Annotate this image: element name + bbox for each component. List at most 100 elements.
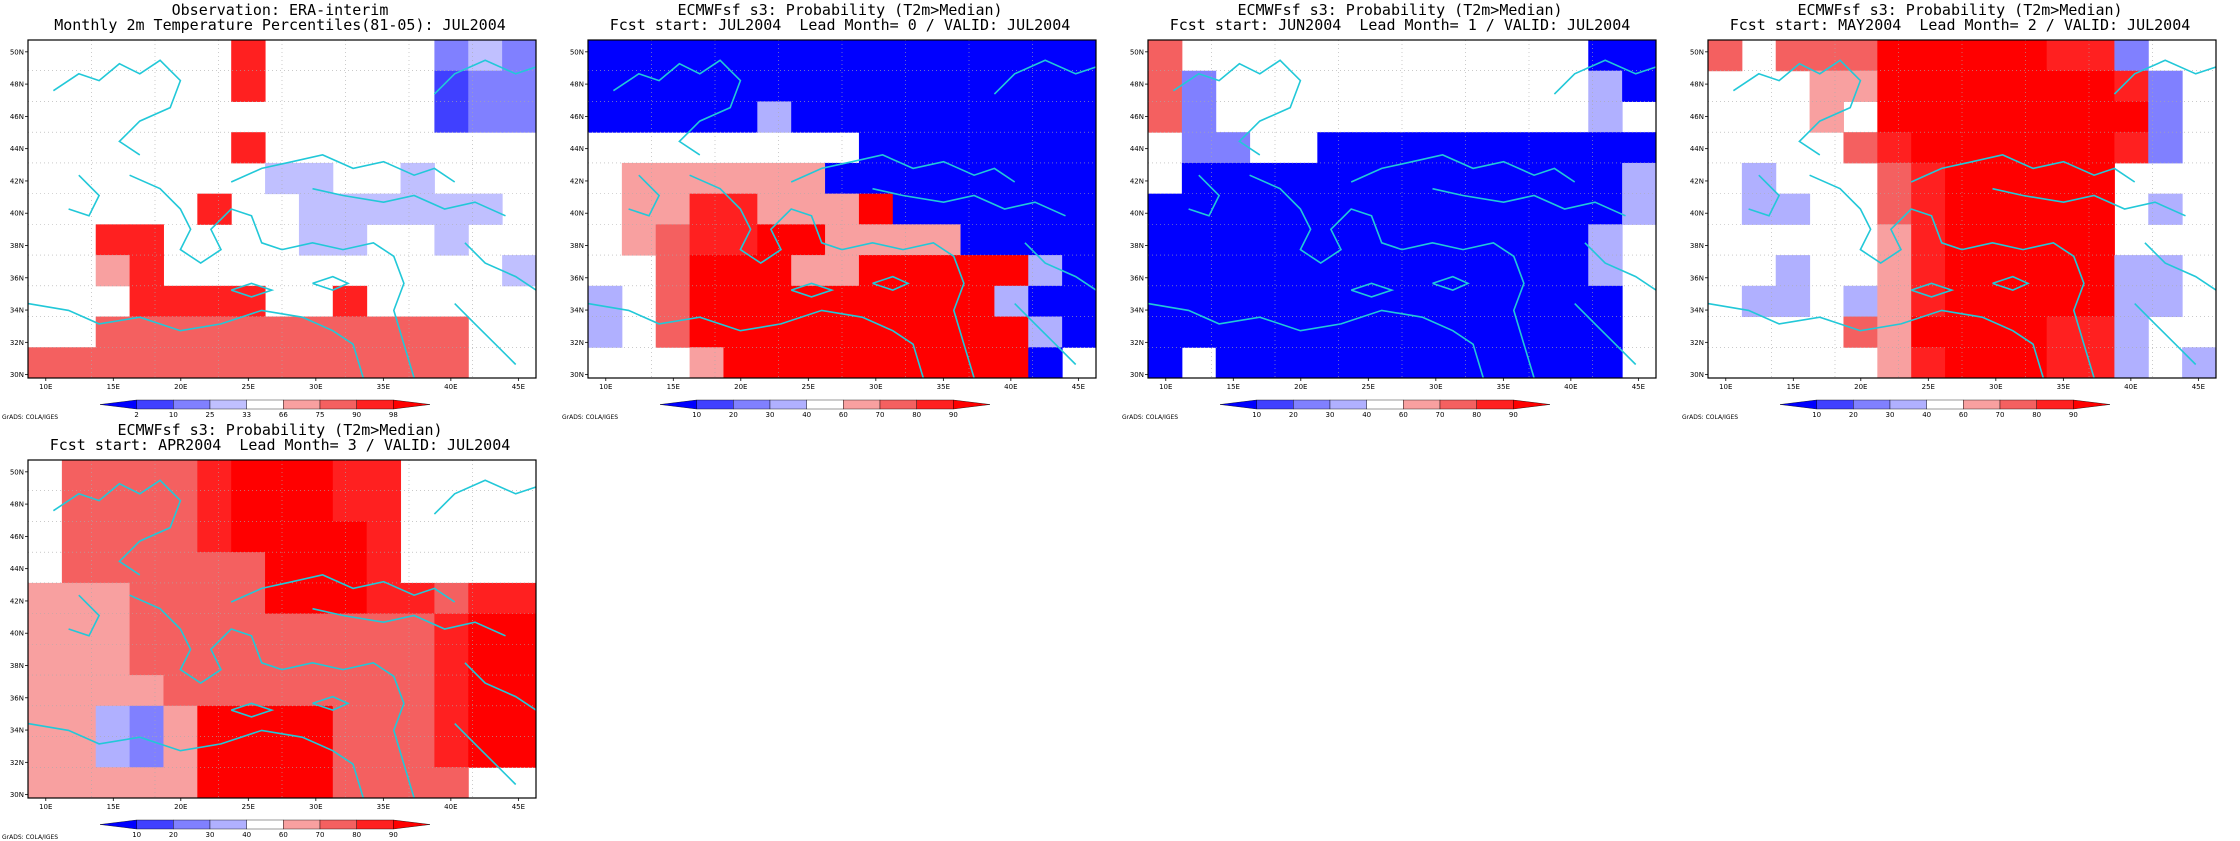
grid-cell xyxy=(926,193,962,225)
grid-cell xyxy=(994,132,1029,164)
colorbar-label: 40 xyxy=(1922,411,1931,419)
grid-cell xyxy=(723,162,758,195)
grid-cell xyxy=(2012,316,2048,348)
colorbar-label: 10 xyxy=(692,411,701,419)
y-tick-label: 30N xyxy=(10,791,24,799)
credit-label: GrADS: COLA/IGES xyxy=(2,834,59,841)
grid-cell xyxy=(197,347,232,379)
grid-cell xyxy=(2114,132,2149,164)
colorbar-label: 66 xyxy=(279,411,288,419)
grid-cell xyxy=(366,521,402,553)
grid-cell xyxy=(1028,162,1063,195)
grid-cell xyxy=(1317,285,1352,318)
grid-cell xyxy=(1877,193,1912,225)
grid-cell xyxy=(2046,162,2082,195)
grid-cell xyxy=(621,40,657,72)
y-tick-label: 30N xyxy=(1130,371,1144,379)
grid-cell xyxy=(994,193,1029,225)
grid-cell xyxy=(1877,347,1912,379)
grid-cell xyxy=(468,644,503,676)
grid-cell xyxy=(791,255,826,287)
colorbar-segment xyxy=(1219,399,1257,410)
grid-cell xyxy=(163,552,198,584)
grid-cell xyxy=(468,193,503,225)
grid-cell xyxy=(28,767,63,799)
grid-cell xyxy=(2012,40,2048,72)
grid-cell xyxy=(1062,162,1097,195)
grid-cell xyxy=(1317,132,1352,164)
grid-cell xyxy=(2114,101,2149,133)
x-tick-label: 25E xyxy=(242,803,255,811)
grid-cell xyxy=(858,347,894,379)
grid-cell xyxy=(960,132,995,164)
grid-cell xyxy=(1148,316,1183,348)
coastline xyxy=(312,187,506,217)
grid-cell xyxy=(332,224,368,256)
coastline xyxy=(281,661,415,799)
grid-cell xyxy=(1486,132,1522,164)
grid-cell xyxy=(825,347,860,379)
colorbar-segment xyxy=(1439,399,1477,410)
grid-cell xyxy=(1554,132,1589,164)
grid-cell xyxy=(858,40,894,72)
grid-cell xyxy=(689,285,724,318)
grid-cell xyxy=(298,675,334,707)
coastline xyxy=(1024,242,1097,291)
grid-cell xyxy=(1418,285,1454,318)
grid-cell xyxy=(231,347,266,379)
grid-cell xyxy=(892,224,928,256)
colorbar-label: 20 xyxy=(1849,411,1858,419)
colorbar-segment xyxy=(1293,399,1331,410)
plot-frame xyxy=(587,39,1097,379)
grid-cell xyxy=(400,193,435,225)
panel-title: ECMWFsf s3: Probability (T2m>Median) xyxy=(117,421,443,439)
grid-cell xyxy=(231,490,266,522)
grid-cell xyxy=(1843,70,1878,102)
colorbar-label: 40 xyxy=(802,411,811,419)
y-tick-label: 42N xyxy=(1130,177,1144,185)
coastline xyxy=(1707,302,2045,379)
grid-cell xyxy=(723,285,758,318)
grid-cell xyxy=(1911,132,1946,164)
grid-cell xyxy=(1215,162,1251,195)
grid-cell xyxy=(95,644,131,676)
grid-cell xyxy=(298,736,334,768)
colorbar-label: 60 xyxy=(279,831,288,839)
grid-cell xyxy=(298,193,334,225)
grid-cell xyxy=(655,162,691,195)
colorbar-label: 30 xyxy=(206,831,215,839)
coastline xyxy=(2113,59,2217,95)
grid-cell xyxy=(1622,193,1657,225)
grid-cell xyxy=(960,70,995,102)
grid-cell xyxy=(791,101,826,133)
y-tick-label: 44N xyxy=(10,565,24,573)
colorbar-label: 80 xyxy=(1472,411,1481,419)
grid-cell xyxy=(2148,285,2183,318)
grid-cell xyxy=(231,552,266,584)
coastline xyxy=(790,154,1016,183)
grid-cell xyxy=(1028,347,1063,379)
grid-cell xyxy=(1945,347,1980,379)
grid-cell xyxy=(1486,347,1522,379)
grid-cell xyxy=(655,193,691,225)
grid-cell xyxy=(1283,316,1318,348)
coastline xyxy=(52,479,182,576)
grid-cell xyxy=(95,582,131,615)
grid-cell xyxy=(400,705,435,738)
colorbar-segment xyxy=(246,399,284,410)
grid-cell xyxy=(1486,224,1522,256)
grid-cell xyxy=(1486,193,1522,225)
grid-cell xyxy=(1028,316,1063,348)
grid-cell xyxy=(2114,40,2149,72)
grid-cell xyxy=(231,40,266,72)
grid-cell xyxy=(588,70,623,102)
grid-cell xyxy=(2046,347,2082,379)
grid-cell xyxy=(892,132,928,164)
y-tick-label: 40N xyxy=(570,210,584,218)
grid-cell xyxy=(1351,255,1386,287)
grid-cell xyxy=(366,582,402,615)
y-tick-label: 50N xyxy=(1130,48,1144,56)
y-tick-label: 30N xyxy=(10,371,24,379)
colorbar: 10 20 30 40 60 70 80 90 xyxy=(659,399,991,419)
grid-cell xyxy=(1588,347,1623,379)
